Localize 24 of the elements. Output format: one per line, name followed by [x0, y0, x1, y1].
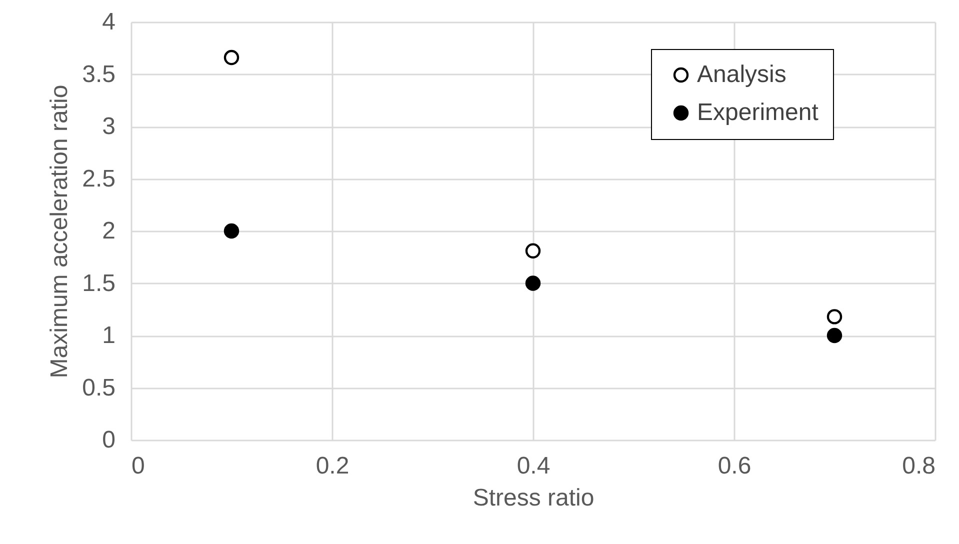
x-tick-label: 0.2 — [316, 452, 350, 480]
x-tick-label: 0.4 — [516, 452, 550, 480]
x-tick-label: 0 — [132, 452, 145, 480]
y-tick-label: 3.5 — [82, 60, 116, 88]
point — [525, 276, 541, 291]
y-tick-label: 0.5 — [82, 374, 116, 402]
legend-label: Analysis — [697, 61, 786, 88]
point — [826, 309, 842, 324]
point — [525, 243, 541, 258]
y-axis-title: Maximum acceleration ratio — [46, 84, 74, 378]
y-tick-label: 0 — [102, 426, 116, 454]
x-axis-title: Stress ratio — [472, 484, 594, 512]
y-tick-label: 4 — [102, 8, 116, 36]
x-tick-label: 0.8 — [902, 452, 936, 480]
point — [826, 328, 842, 344]
point — [224, 223, 240, 239]
y-tick-label: 2 — [102, 218, 116, 244]
y-tick-label: 1.5 — [82, 270, 116, 297]
point — [224, 50, 240, 66]
y-tick-label: 1 — [102, 322, 116, 349]
x-tick-label: 0.6 — [718, 452, 752, 480]
y-tick-label: 2.5 — [82, 165, 116, 192]
legend-label: Experiment — [697, 99, 819, 126]
y-tick-label: 3 — [102, 113, 116, 140]
